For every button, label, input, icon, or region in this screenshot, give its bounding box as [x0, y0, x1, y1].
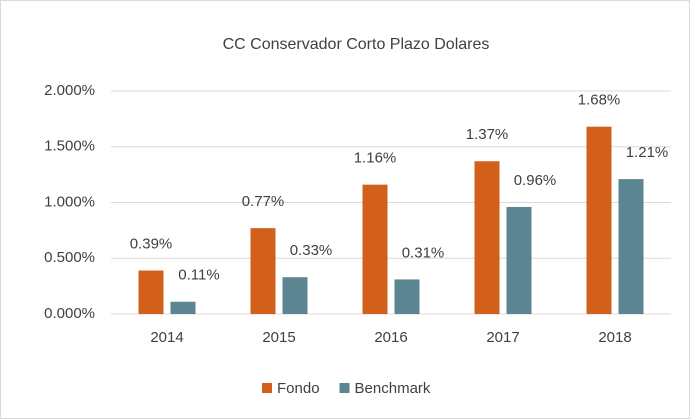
x-tick-label: 2018 [598, 329, 631, 346]
chart-title: CC Conservador Corto Plazo Dolares [223, 36, 490, 53]
bar [586, 126, 612, 315]
data-label: 0.31% [402, 244, 445, 261]
x-tick-label: 2015 [262, 329, 295, 346]
data-label: 1.37% [466, 126, 509, 143]
x-tick-label: 2017 [486, 329, 519, 346]
y-tick-label: 1.000% [44, 193, 95, 210]
bar [506, 206, 532, 314]
legend-label: Fondo [277, 380, 320, 397]
bar [394, 279, 420, 314]
bar [170, 301, 196, 314]
y-tick-label: 2.000% [44, 82, 95, 99]
y-tick-label: 0.000% [44, 305, 95, 322]
data-label: 0.11% [178, 267, 219, 284]
x-tick-label: 2014 [150, 329, 183, 346]
data-label: 1.16% [354, 150, 397, 167]
data-label: 0.77% [242, 193, 285, 210]
bar [618, 179, 644, 314]
data-label: 0.39% [130, 235, 173, 252]
bar [362, 184, 388, 314]
legend-label: Benchmark [355, 380, 431, 397]
data-label: 0.33% [290, 242, 333, 259]
data-label: 1.68% [578, 92, 621, 109]
bar [138, 270, 164, 314]
y-tick-label: 0.500% [44, 249, 95, 266]
x-tick-label: 2016 [374, 329, 407, 346]
bar [282, 277, 308, 314]
y-tick-label: 1.500% [44, 138, 95, 155]
data-label: 1.21% [626, 144, 669, 161]
bar [250, 228, 276, 314]
legend-swatch [339, 383, 350, 393]
legend-swatch [262, 383, 272, 393]
data-label: 0.96% [514, 172, 557, 189]
bar [474, 161, 500, 314]
